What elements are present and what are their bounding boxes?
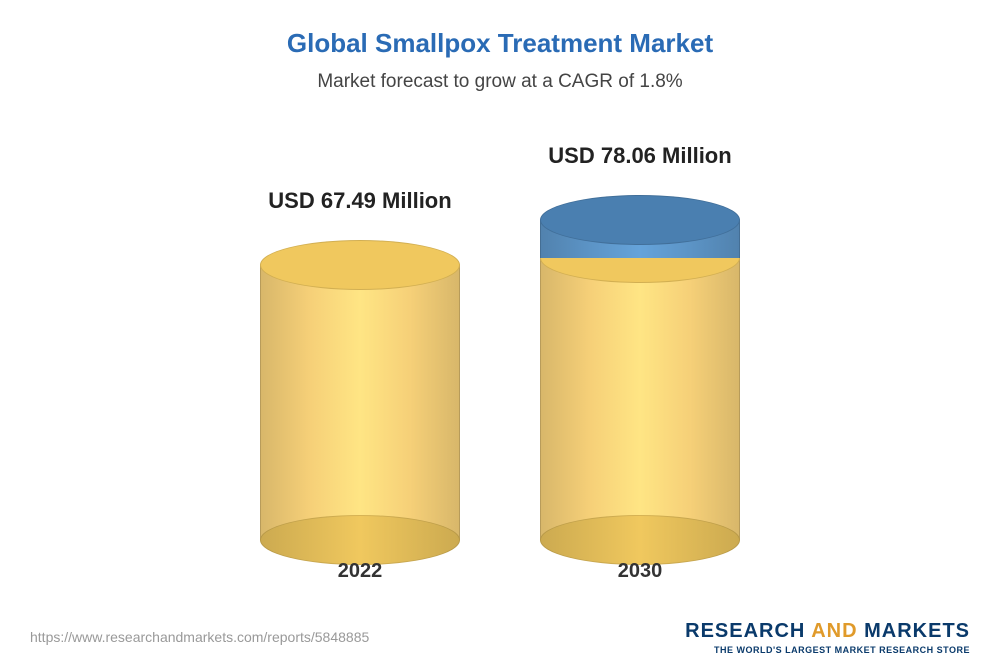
cylinder-body — [260, 265, 460, 540]
chart-area: USD 67.49 Million 2022 USD 78.06 Million 20… — [0, 130, 1000, 590]
year-label: 2022 — [260, 560, 460, 583]
logo-word3: MARKETS — [864, 620, 970, 642]
footer: https://www.researchandmarkets.com/repor… — [0, 607, 1000, 667]
logo-word1: RESEARCH — [685, 620, 805, 642]
logo-word2: AND — [811, 620, 857, 642]
segment-top-ellipse — [260, 240, 460, 290]
source-url: https://www.researchandmarkets.com/repor… — [30, 629, 369, 645]
year-label: 2030 — [540, 560, 740, 583]
chart-title: Global Smallpox Treatment Market — [0, 0, 1000, 59]
segment-body — [260, 265, 460, 540]
cylinder-segment — [540, 220, 740, 258]
cylinder-segment — [540, 258, 740, 540]
value-label: USD 78.06 Million — [540, 143, 740, 169]
segment-top-ellipse — [540, 195, 740, 245]
cylinder-body — [540, 220, 740, 540]
chart-subtitle: Market forecast to grow at a CAGR of 1.8… — [0, 71, 1000, 93]
segment-body — [540, 258, 740, 540]
cylinder-segment — [260, 265, 460, 540]
logo-text: RESEARCH AND MARKETS — [685, 620, 970, 643]
value-label: USD 67.49 Million — [260, 188, 460, 214]
chart-container: Global Smallpox Treatment Market Market … — [0, 0, 1000, 667]
segment-bottom-ellipse — [540, 515, 740, 565]
logo-tagline: THE WORLD'S LARGEST MARKET RESEARCH STOR… — [685, 645, 970, 655]
brand-logo: RESEARCH AND MARKETS THE WORLD'S LARGEST… — [685, 620, 970, 655]
segment-bottom-ellipse — [260, 515, 460, 565]
